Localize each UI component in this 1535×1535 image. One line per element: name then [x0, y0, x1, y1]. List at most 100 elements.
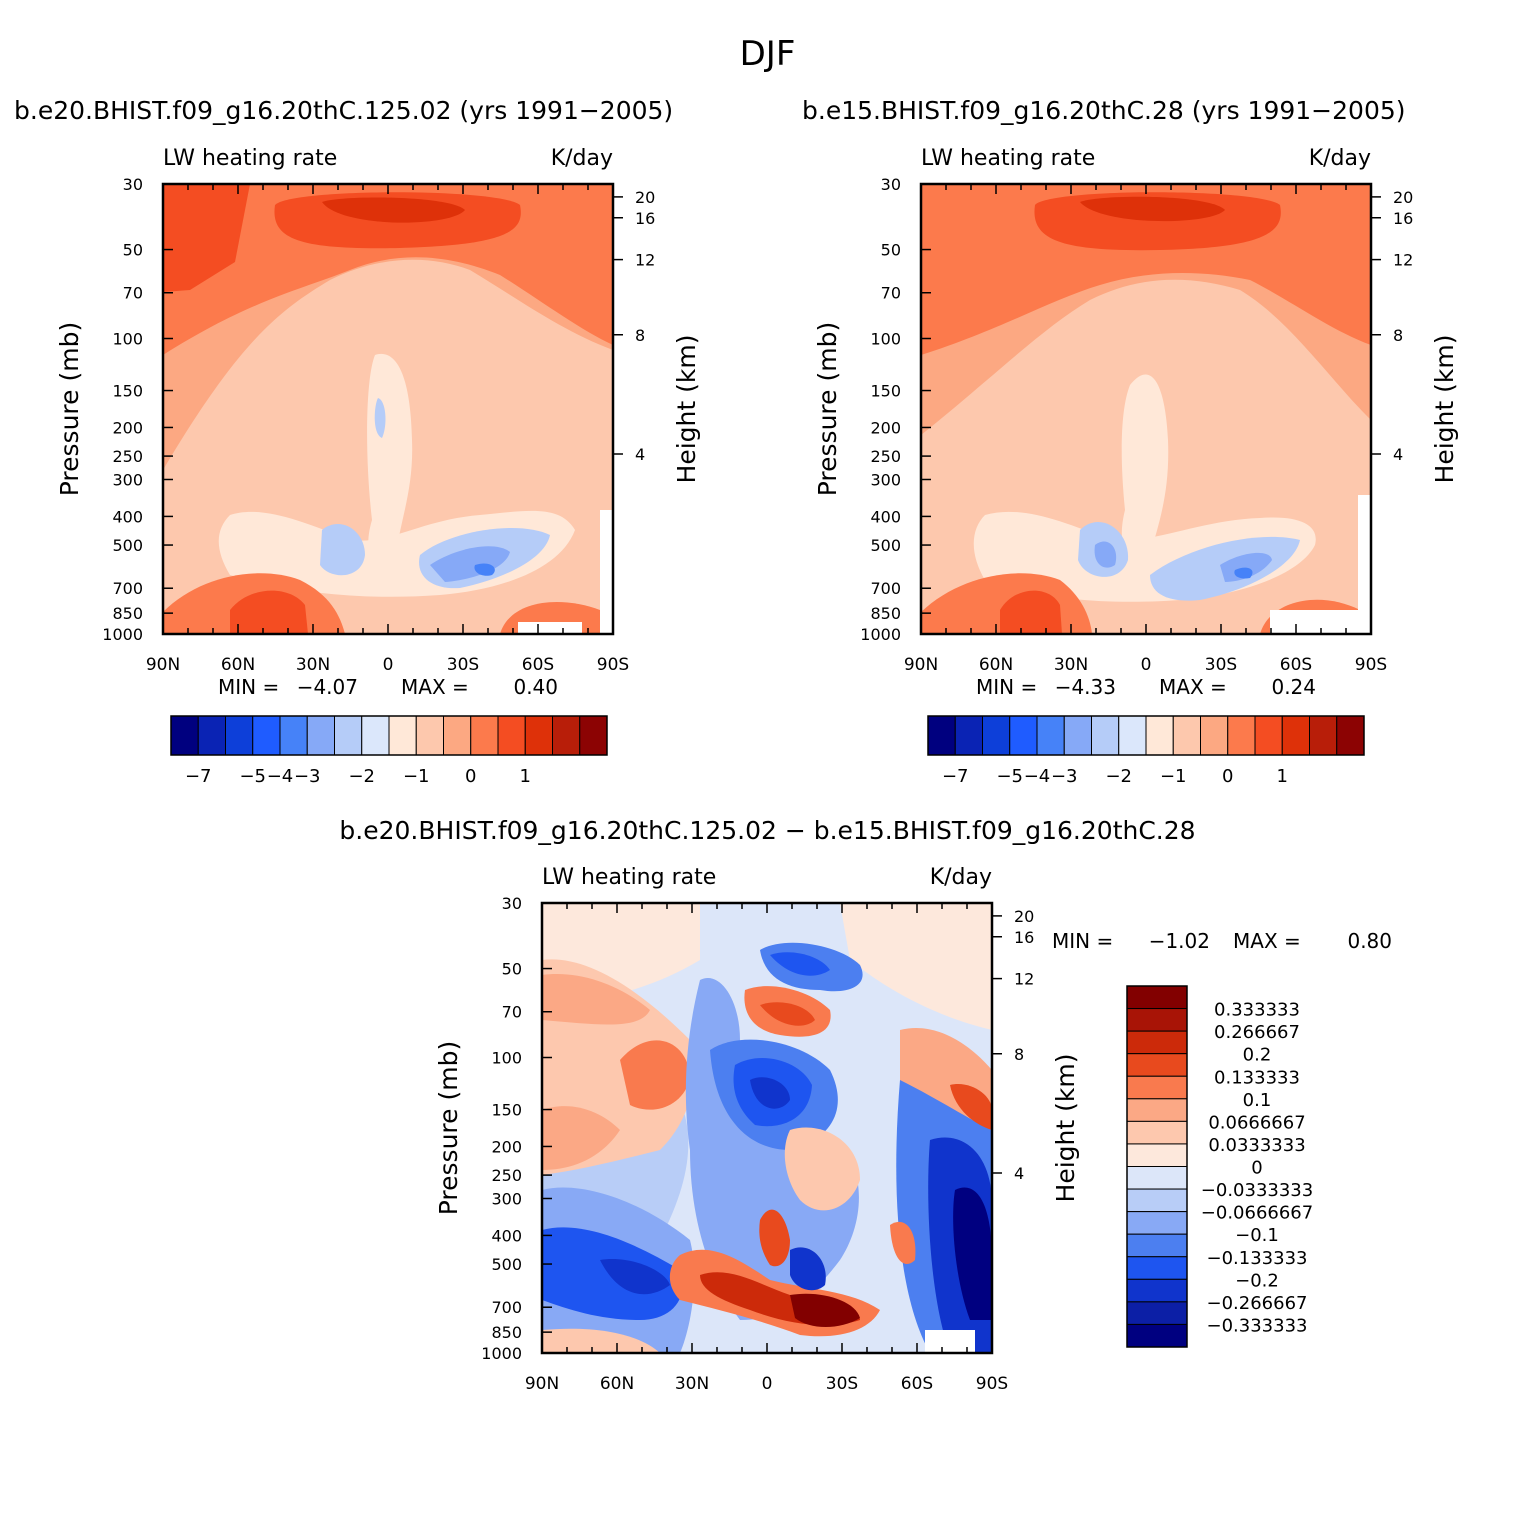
- colorbar-label: 0.1: [1243, 1090, 1272, 1111]
- field-band: [1000, 590, 1062, 634]
- y2-tick-label: 16: [1014, 928, 1034, 947]
- field-band: [1080, 196, 1225, 222]
- y-tick-label: 400: [112, 507, 143, 526]
- y-tick-label: 1000: [860, 625, 901, 644]
- y2-axis-label: Height (km): [672, 335, 701, 484]
- subtitle-right: K/day: [1309, 146, 1371, 171]
- y-tick-label: 250: [491, 1166, 522, 1185]
- y-axis-label: Pressure (mb): [434, 1041, 463, 1215]
- field-band: [542, 1106, 620, 1170]
- panel-b-field: [921, 184, 1371, 634]
- y-tick-label: 400: [870, 507, 901, 526]
- colorbar-swatch: [1126, 985, 1188, 1010]
- y-tick-label: 70: [123, 284, 143, 303]
- missing-data-mask: [518, 622, 582, 634]
- subtitle-left: LW heating rate: [921, 146, 1095, 171]
- colorbar-swatch: [497, 715, 526, 756]
- y-axis-label: Pressure (mb): [813, 322, 842, 496]
- x-tick-label: 60S: [1280, 655, 1312, 675]
- y-tick-label: 500: [112, 536, 143, 555]
- field-band: [953, 1187, 992, 1320]
- y-tick-label: 30: [502, 894, 522, 913]
- colorbar-swatch: [1126, 1301, 1188, 1325]
- colorbar-label: 0: [465, 766, 476, 787]
- x-tick-label: 30S: [1205, 655, 1237, 675]
- field-band: [542, 974, 650, 1025]
- panel-diff-field: [542, 903, 992, 1353]
- subtitle-right: K/day: [930, 865, 992, 890]
- y-tick-label: 700: [870, 579, 901, 598]
- colorbar-swatch: [1036, 715, 1065, 756]
- colorbar-label: 0.0333333: [1208, 1135, 1305, 1156]
- y-tick-label: 250: [870, 447, 901, 466]
- field-band: [784, 1127, 860, 1211]
- colorbar-swatch: [1126, 1008, 1188, 1032]
- x-tick-label: 60S: [522, 655, 554, 675]
- colorbar-label: −1: [403, 766, 430, 787]
- colorbar-label: −7: [185, 766, 212, 787]
- colorbar-label: −0.266667: [1207, 1293, 1308, 1314]
- panel-diff-title: b.e20.BHIST.f09_g16.20thC.125.02 − b.e15…: [339, 816, 1196, 845]
- colorbar-label: −2: [1105, 766, 1132, 787]
- y-tick-label: 150: [112, 382, 143, 401]
- colorbar-label: −1: [1160, 766, 1187, 787]
- y-tick-label: 50: [123, 241, 143, 260]
- x-tick-label: 30S: [447, 655, 479, 675]
- axes-layer: 90N 60N 30N 0 30S 60S 90S305070100150200250300…: [55, 146, 1459, 1394]
- y2-tick-label: 20: [1393, 188, 1413, 207]
- colorbar-swatch: [1126, 1098, 1188, 1122]
- colorbar-swatch: [443, 715, 472, 756]
- colorbar-label: −5: [239, 766, 266, 787]
- colorbar-swatch: [1009, 715, 1038, 756]
- colorbar-frame: [170, 715, 608, 756]
- y2-tick-label: 4: [1393, 445, 1403, 464]
- y-tick-label: 300: [870, 470, 901, 489]
- colorbar-swatch: [1200, 715, 1229, 756]
- field-band: [950, 1084, 992, 1130]
- field-band: [1234, 567, 1253, 579]
- x-tick-label: 90S: [1355, 655, 1387, 675]
- colorbar-swatch: [1126, 1075, 1188, 1100]
- y-tick-label: 850: [491, 1323, 522, 1342]
- y-tick-label: 50: [881, 241, 901, 260]
- colorbar-swatch: [470, 715, 499, 756]
- colorbar-swatch: [225, 715, 254, 756]
- y-tick-label: 200: [870, 418, 901, 437]
- colorbar-swatch: [1126, 1030, 1188, 1055]
- y2-tick-label: 20: [635, 188, 655, 207]
- y-tick-label: 1000: [102, 625, 143, 644]
- max-label: MAX =: [1233, 929, 1301, 953]
- colorbar-frame: [927, 715, 1365, 756]
- colorbar-swatch: [197, 715, 226, 756]
- colorbar-label: −3: [294, 766, 321, 787]
- colorbar-swatch: [1118, 715, 1147, 756]
- colorbar-label: −0.333333: [1207, 1315, 1308, 1336]
- field-band: [430, 546, 510, 582]
- colorbar-label: −3: [1051, 766, 1078, 787]
- colorbar-label: −2: [348, 766, 375, 787]
- colorbar-swatch: [1336, 715, 1365, 756]
- colorbar-swatch: [1126, 1188, 1188, 1213]
- colorbar-label: 0.266667: [1214, 1022, 1300, 1043]
- field-band: [1220, 552, 1272, 582]
- y-tick-label: 30: [881, 175, 901, 194]
- colorbar-swatch: [1126, 1211, 1188, 1235]
- y-tick-label: 100: [112, 330, 143, 349]
- subtitle-left: LW heating rate: [542, 865, 716, 890]
- colorbar-swatch: [306, 715, 335, 756]
- y-tick-label: 150: [491, 1101, 522, 1120]
- y2-axis-label: Height (km): [1051, 1054, 1080, 1203]
- colorbar-label: −0.0333333: [1201, 1180, 1313, 1201]
- subtitle-right: K/day: [551, 146, 613, 171]
- y-tick-label: 500: [491, 1255, 522, 1274]
- y-tick-label: 200: [112, 418, 143, 437]
- x-tick-label: 60N: [600, 1374, 634, 1394]
- min-label: MIN =: [218, 675, 279, 699]
- x-tick-label: 90N: [146, 655, 180, 675]
- x-tick-label: 60S: [901, 1374, 933, 1394]
- colorbar-swatch: [1126, 1120, 1188, 1145]
- x-tick-label: 0: [383, 655, 394, 675]
- y-tick-label: 700: [491, 1298, 522, 1317]
- x-tick-label: 60N: [979, 655, 1013, 675]
